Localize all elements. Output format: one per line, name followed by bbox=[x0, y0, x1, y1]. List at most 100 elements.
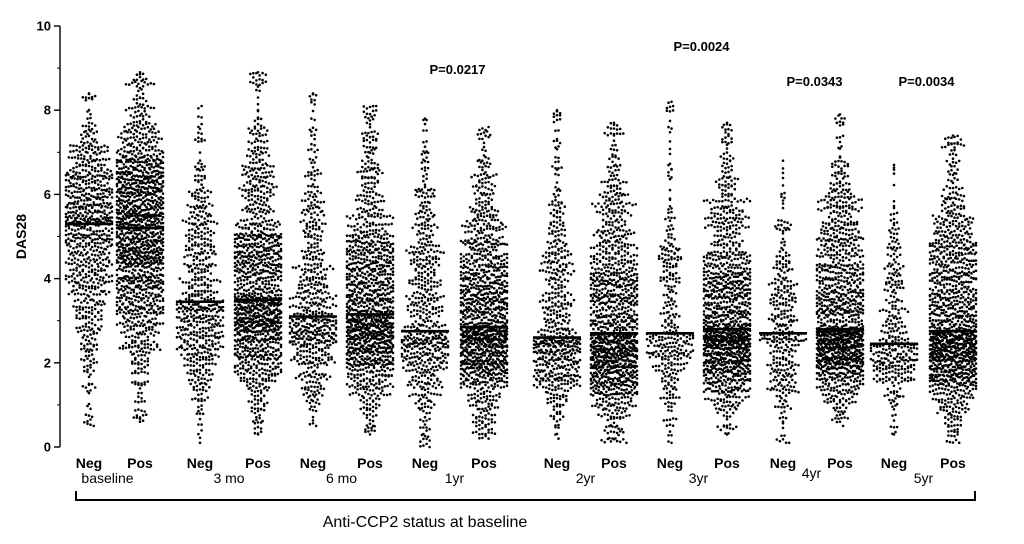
data-point bbox=[274, 353, 278, 357]
data-point bbox=[195, 368, 199, 372]
data-point bbox=[151, 235, 154, 239]
data-point bbox=[198, 417, 202, 421]
data-point bbox=[371, 405, 375, 409]
data-point bbox=[64, 212, 68, 216]
data-point bbox=[175, 335, 179, 339]
data-point bbox=[199, 317, 203, 321]
data-point bbox=[83, 157, 86, 161]
data-point bbox=[119, 245, 123, 248]
data-point bbox=[256, 402, 260, 405]
data-point bbox=[115, 287, 119, 290]
data-point bbox=[330, 312, 333, 316]
data-point bbox=[100, 169, 103, 172]
data-point bbox=[138, 114, 142, 117]
data-point bbox=[348, 367, 352, 371]
data-point bbox=[200, 230, 203, 234]
data-point bbox=[67, 227, 71, 230]
data-point bbox=[348, 305, 352, 308]
data-point bbox=[76, 196, 79, 199]
data-point bbox=[273, 221, 277, 225]
data-point bbox=[305, 208, 309, 212]
data-point bbox=[245, 181, 249, 184]
data-point bbox=[80, 198, 83, 202]
data-point bbox=[89, 407, 92, 411]
data-point bbox=[137, 344, 140, 347]
data-point bbox=[133, 196, 136, 199]
data-point bbox=[259, 276, 262, 280]
data-point bbox=[135, 120, 139, 124]
data-point bbox=[110, 188, 114, 191]
data-point bbox=[258, 416, 261, 420]
data-point bbox=[328, 296, 332, 299]
data-point bbox=[316, 378, 319, 381]
data-point bbox=[131, 166, 135, 169]
data-point bbox=[92, 140, 95, 143]
data-point bbox=[141, 118, 145, 121]
data-point bbox=[96, 192, 99, 196]
data-point bbox=[106, 256, 109, 259]
data-point bbox=[252, 373, 255, 377]
data-point bbox=[135, 284, 138, 288]
data-point bbox=[69, 184, 73, 188]
data-point bbox=[264, 212, 268, 215]
data-point bbox=[84, 146, 88, 150]
data-point bbox=[236, 347, 239, 351]
data-point bbox=[115, 223, 119, 227]
data-point bbox=[307, 148, 310, 152]
data-point bbox=[270, 218, 274, 222]
data-point bbox=[380, 386, 384, 389]
data-point bbox=[303, 340, 306, 344]
data-point bbox=[92, 293, 95, 296]
data-point bbox=[249, 280, 252, 284]
data-point bbox=[255, 418, 258, 422]
data-point bbox=[266, 186, 269, 190]
data-point bbox=[142, 306, 146, 310]
data-point bbox=[236, 222, 240, 225]
data-point bbox=[253, 358, 257, 361]
data-point bbox=[101, 258, 105, 262]
data-point bbox=[187, 333, 190, 337]
data-point bbox=[311, 301, 315, 304]
data-point bbox=[200, 404, 203, 407]
data-point bbox=[252, 302, 255, 305]
data-point bbox=[194, 178, 197, 182]
data-point bbox=[84, 96, 88, 99]
data-point bbox=[293, 355, 296, 359]
data-point bbox=[178, 346, 181, 349]
data-point bbox=[88, 236, 92, 240]
data-point bbox=[118, 346, 122, 350]
data-point bbox=[363, 357, 367, 360]
data-point bbox=[221, 345, 225, 349]
data-point bbox=[259, 150, 263, 153]
data-point bbox=[316, 238, 319, 241]
data-point bbox=[129, 136, 132, 139]
data-point bbox=[242, 270, 246, 274]
data-point bbox=[203, 217, 206, 220]
data-point bbox=[132, 217, 136, 221]
data-point bbox=[214, 314, 217, 318]
data-point bbox=[87, 375, 91, 379]
data-point bbox=[123, 285, 126, 289]
data-point bbox=[313, 150, 316, 154]
data-point bbox=[157, 213, 161, 217]
data-point bbox=[204, 342, 208, 345]
data-point bbox=[261, 332, 265, 336]
data-point bbox=[197, 398, 200, 401]
data-point bbox=[153, 199, 157, 202]
data-point bbox=[272, 209, 275, 213]
data-point bbox=[149, 239, 152, 242]
data-point bbox=[371, 375, 375, 379]
dot-strip bbox=[233, 71, 283, 436]
data-point bbox=[141, 414, 145, 417]
data-point bbox=[152, 139, 156, 142]
data-point bbox=[304, 199, 307, 202]
data-point bbox=[209, 233, 213, 237]
data-point bbox=[134, 128, 137, 132]
data-point bbox=[76, 330, 80, 334]
data-point bbox=[130, 255, 134, 259]
data-point bbox=[389, 329, 392, 332]
data-point bbox=[120, 284, 124, 288]
data-point bbox=[64, 193, 68, 196]
data-point bbox=[134, 356, 137, 360]
data-point bbox=[304, 174, 307, 178]
